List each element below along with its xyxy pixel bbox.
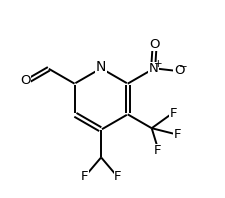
Text: F: F xyxy=(81,170,88,183)
Text: +: + xyxy=(153,59,161,69)
Text: F: F xyxy=(173,128,180,141)
Text: F: F xyxy=(169,107,176,120)
Text: O: O xyxy=(173,64,184,77)
Text: F: F xyxy=(113,170,121,183)
Text: O: O xyxy=(148,38,159,50)
Text: N: N xyxy=(148,62,158,75)
Text: N: N xyxy=(95,60,106,74)
Text: O: O xyxy=(20,74,30,87)
Text: −: − xyxy=(178,62,187,72)
Text: F: F xyxy=(153,145,161,157)
